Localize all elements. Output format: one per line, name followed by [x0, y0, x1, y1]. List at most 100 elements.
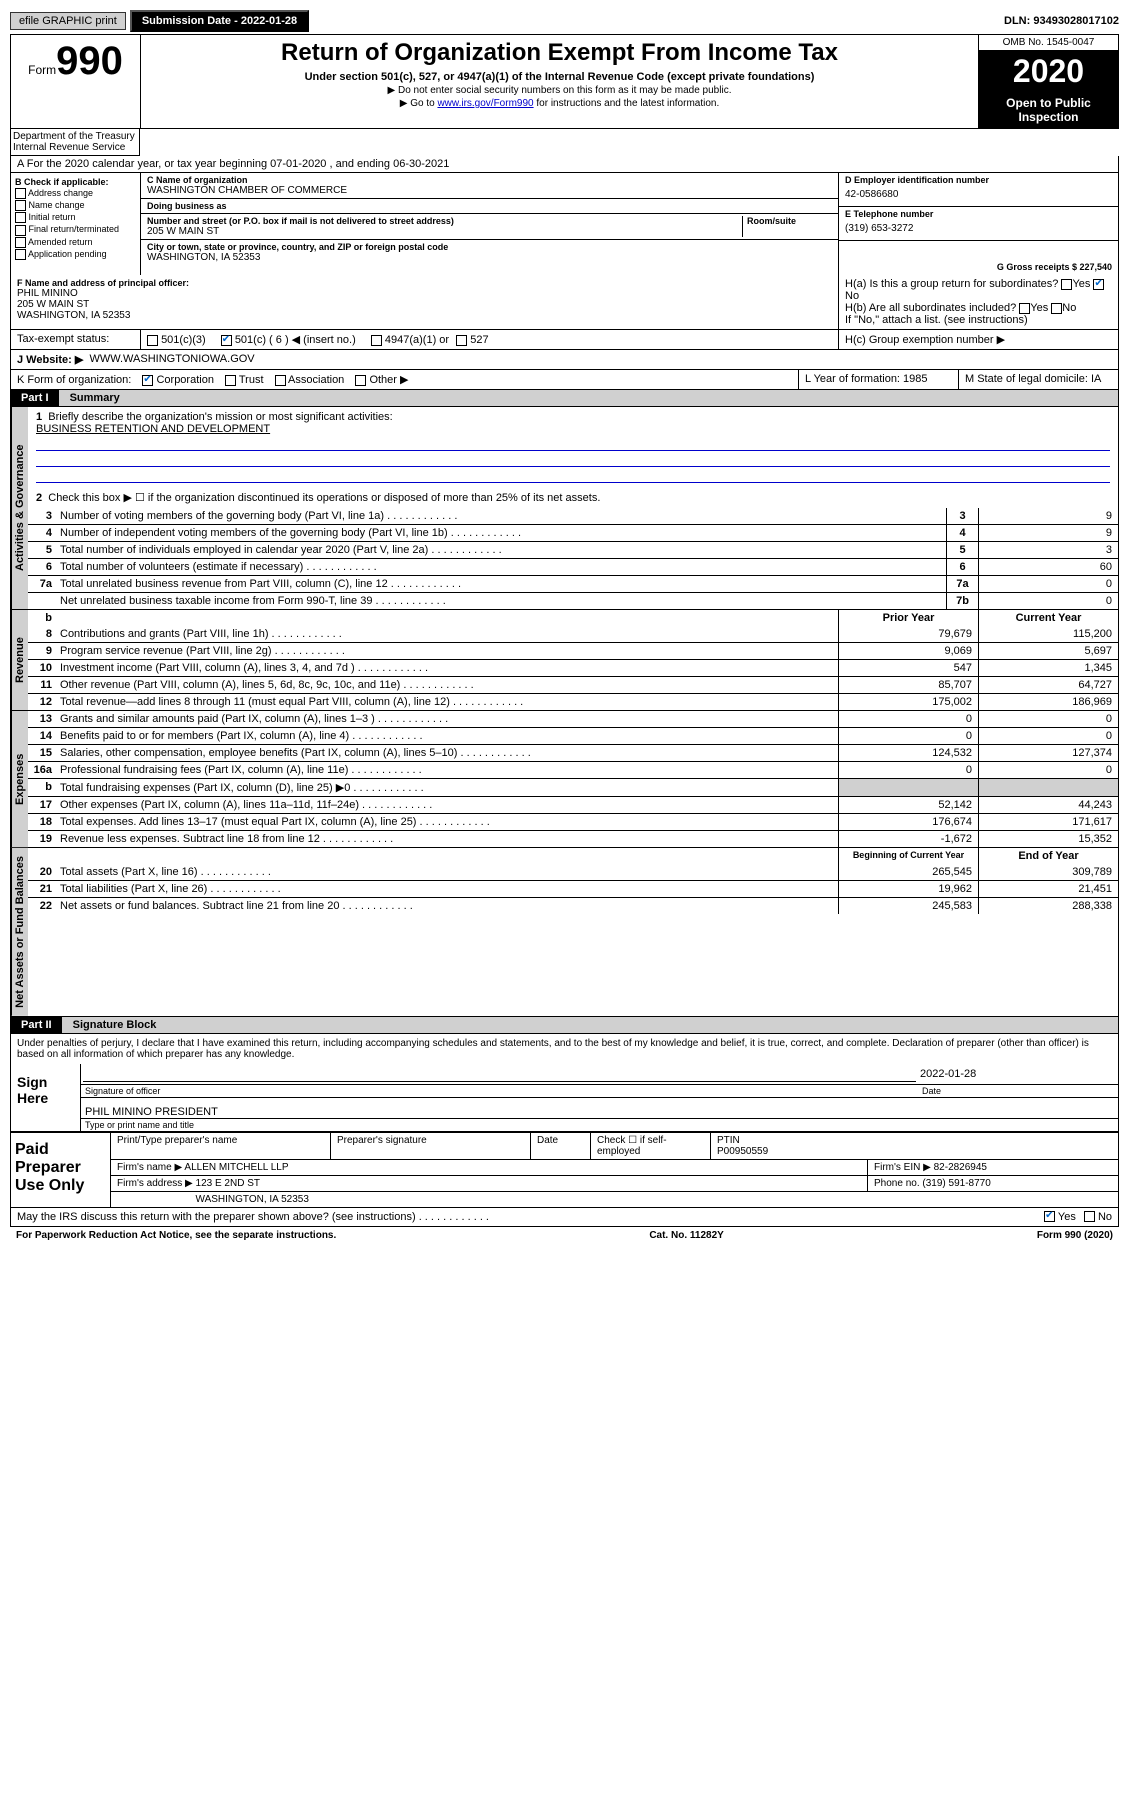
officer-addr2: WASHINGTON, IA 52353 — [17, 310, 832, 321]
sig-officer-label: Signature of officer — [81, 1085, 918, 1097]
ln-text: Revenue less expenses. Subtract line 18 … — [56, 831, 838, 847]
ln-num: 3 — [28, 508, 56, 524]
ln-num: 18 — [28, 814, 56, 830]
discuss-no[interactable]: No — [1084, 1211, 1112, 1223]
ln-text: Salaries, other compensation, employee b… — [56, 745, 838, 761]
ln-text: Total revenue—add lines 8 through 11 (mu… — [56, 694, 838, 710]
part1-bar: Part I Summary — [10, 390, 1119, 407]
ln-text: Benefits paid to or for members (Part IX… — [56, 728, 838, 744]
addr-label: Number and street (or P.O. box if mail i… — [147, 216, 742, 226]
cb-pending[interactable]: Application pending — [15, 249, 136, 260]
firm-addr: Firm's address ▶ 123 E 2ND ST — [111, 1176, 868, 1191]
col-ey: End of Year — [978, 848, 1118, 864]
discuss-yes[interactable]: Yes — [1044, 1211, 1076, 1223]
ln-val: 9 — [978, 508, 1118, 524]
sign-block: Sign Here 2022-01-28 Signature of office… — [10, 1064, 1119, 1132]
cb-initial[interactable]: Initial return — [15, 212, 136, 223]
h-cell: H(a) Is this a group return for subordin… — [838, 275, 1118, 329]
ln-current: 127,374 — [978, 745, 1118, 761]
gross-receipts: G Gross receipts $ 227,540 — [839, 241, 1118, 275]
ln-box: 7a — [946, 576, 978, 592]
side-expenses: Expenses — [11, 711, 28, 847]
irs-link[interactable]: www.irs.gov/Form990 — [437, 98, 533, 109]
ln-current: 288,338 — [978, 898, 1118, 914]
ln-prior: 52,142 — [838, 797, 978, 813]
te-opts: 501(c)(3) 501(c) ( 6 ) ◀ (insert no.) 49… — [141, 330, 838, 349]
ln-val: 9 — [978, 525, 1118, 541]
ln-num: 8 — [28, 626, 56, 642]
ln-prior: 265,545 — [838, 864, 978, 880]
cb-name[interactable]: Name change — [15, 200, 136, 211]
cb-amended[interactable]: Amended return — [15, 237, 136, 248]
ln-current: 171,617 — [978, 814, 1118, 830]
goto-post: for instructions and the latest informat… — [534, 98, 720, 109]
line-row: 11 Other revenue (Part VIII, column (A),… — [28, 676, 1118, 693]
ln-current: 0 — [978, 711, 1118, 727]
line-row: 7a Total unrelated business revenue from… — [28, 575, 1118, 592]
ln-text: Program service revenue (Part VIII, line… — [56, 643, 838, 659]
ln-current: 5,697 — [978, 643, 1118, 659]
line-row: 17 Other expenses (Part IX, column (A), … — [28, 796, 1118, 813]
ln-text: Total assets (Part X, line 16) — [56, 864, 838, 880]
ln-current — [978, 779, 1118, 796]
prep-row4: Firm's address ▶ WASHINGTON, IA 52353 — [111, 1192, 1118, 1207]
ln-prior: 245,583 — [838, 898, 978, 914]
ln-box: 5 — [946, 542, 978, 558]
submission-button[interactable]: Submission Date - 2022-01-28 — [130, 10, 309, 32]
ln-box: 7b — [946, 593, 978, 609]
ln-num: 19 — [28, 831, 56, 847]
line-row: Net unrelated business taxable income fr… — [28, 592, 1118, 609]
rev-section: Revenue b Prior Year Current Year 8 Cont… — [10, 610, 1119, 711]
line-row: 15 Salaries, other compensation, employe… — [28, 744, 1118, 761]
ln-num: 14 — [28, 728, 56, 744]
ln-text: Total liabilities (Part X, line 26) — [56, 881, 838, 897]
cb-final[interactable]: Final return/terminated — [15, 224, 136, 235]
footer: For Paperwork Reduction Act Notice, see … — [10, 1227, 1119, 1244]
line-row: 6 Total number of volunteers (estimate i… — [28, 558, 1118, 575]
form-word: Form — [28, 63, 56, 77]
m-cell: M State of legal domicile: IA — [958, 370, 1118, 389]
ha-row: H(a) Is this a group return for subordin… — [845, 278, 1112, 302]
firm-name: Firm's name ▶ ALLEN MITCHELL LLP — [111, 1160, 868, 1175]
ln-num: 13 — [28, 711, 56, 727]
ln-text: Professional fundraising fees (Part IX, … — [56, 762, 838, 778]
ln-num: 5 — [28, 542, 56, 558]
part1-hdr: Part I — [11, 390, 59, 406]
k-label: K Form of organization: — [17, 374, 131, 386]
ein: 42-0586680 — [845, 185, 1112, 204]
discuss-text: May the IRS discuss this return with the… — [17, 1211, 1044, 1223]
website-val: WWW.WASHINGTONIOWA.GOV — [89, 353, 254, 366]
title-cell: Return of Organization Exempt From Incom… — [141, 35, 978, 128]
efile-button[interactable]: efile GRAPHIC print — [10, 12, 126, 30]
goto-pre: ▶ Go to — [400, 98, 438, 109]
col-cy: Current Year — [978, 610, 1118, 626]
line-row: 12 Total revenue—add lines 8 through 11 … — [28, 693, 1118, 710]
ln-box: 4 — [946, 525, 978, 541]
gov-section: Activities & Governance 1 Briefly descri… — [10, 407, 1119, 610]
rev-header: b Prior Year Current Year — [28, 610, 1118, 626]
ln-text: Total fundraising expenses (Part IX, col… — [56, 779, 838, 796]
prep-c2: Preparer's signature — [331, 1133, 531, 1159]
city-val: WASHINGTON, IA 52353 — [147, 252, 832, 263]
firm-addr2: Firm's address ▶ WASHINGTON, IA 52353 — [111, 1192, 1118, 1207]
col-b-label: B Check if applicable: — [15, 177, 136, 187]
ln-text: Net assets or fund balances. Subtract li… — [56, 898, 838, 914]
cb-address[interactable]: Address change — [15, 188, 136, 199]
ln-num: 15 — [28, 745, 56, 761]
sign-here: Sign Here — [11, 1064, 81, 1131]
col-bcy: Beginning of Current Year — [838, 848, 978, 864]
org-name-box: C Name of organization WASHINGTON CHAMBE… — [141, 173, 838, 199]
ln-prior: 124,532 — [838, 745, 978, 761]
mission-blank3 — [36, 469, 1110, 483]
side-net: Net Assets or Fund Balances — [11, 848, 28, 1016]
dba-box: Doing business as — [141, 199, 838, 214]
sig-name: PHIL MININO PRESIDENT — [81, 1097, 1118, 1118]
prep-c3: Date — [531, 1133, 591, 1159]
side-governance: Activities & Governance — [11, 407, 28, 609]
footer-mid: Cat. No. 11282Y — [649, 1230, 723, 1241]
dept-treasury: Department of the Treasury Internal Reve… — [10, 129, 140, 156]
ln-num: 16a — [28, 762, 56, 778]
ln-prior: 85,707 — [838, 677, 978, 693]
main-title: Return of Organization Exempt From Incom… — [145, 39, 974, 67]
form-number-cell: Form990 — [11, 35, 141, 128]
